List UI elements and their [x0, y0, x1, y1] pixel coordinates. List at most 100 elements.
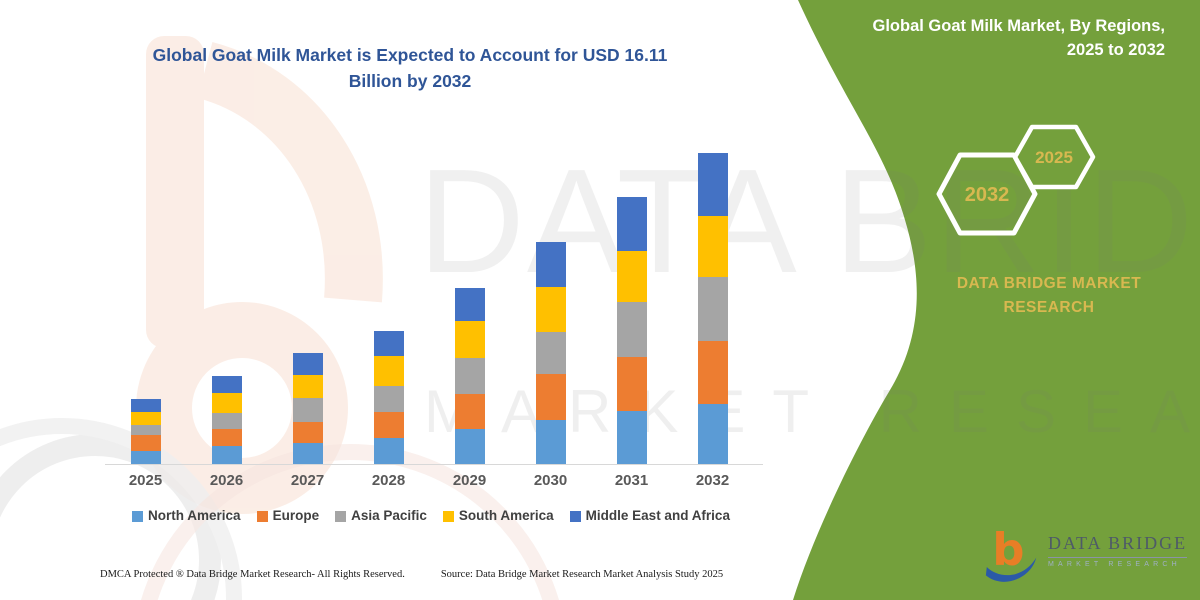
chart-legend: North America Europe Asia Pacific South Ame… [100, 508, 762, 523]
bar-column-2029: 2029 [429, 140, 510, 489]
x-axis-tick-label: 2029 [452, 472, 487, 489]
legend-swatch-icon [569, 510, 581, 522]
bar-column-2027: 2027 [267, 140, 348, 489]
bar-column-2032: 2032 [672, 140, 753, 489]
bar-column-2028: 2028 [348, 140, 429, 489]
stacked-bar-2025[interactable] [130, 398, 161, 464]
panel-title-line1: Global Goat Milk Market, By Regions, [872, 17, 1165, 35]
logo-text: DATA BRIDGE MARKET RESEARCH [1048, 524, 1188, 568]
hexagon-badges: 2032 2025 [936, 124, 1096, 236]
bar-segment[interactable] [535, 332, 566, 375]
stacked-bar-2028[interactable] [373, 330, 404, 464]
bar-segment[interactable] [130, 450, 161, 464]
chart-title-line2: Billion by 2032 [348, 71, 472, 91]
bar-column-2025: 2025 [105, 140, 186, 489]
chart-title-line1: Global Goat Milk Market is Expected to A… [152, 45, 668, 65]
legend-swatch-icon [335, 510, 347, 522]
bar-segment[interactable] [373, 438, 404, 464]
bar-segment[interactable] [130, 425, 161, 436]
hexagon-2025-label: 2025 [1035, 148, 1073, 167]
hexagon-2032 [936, 152, 1038, 236]
legend-item: Middle East and Africa [569, 508, 730, 523]
bar-segment[interactable] [535, 374, 566, 420]
plot-area: 2025 2026 2027 2028 2029 2030 2031 2032 [105, 140, 765, 489]
bar-segment[interactable] [211, 429, 242, 446]
bar-segment[interactable] [211, 375, 242, 393]
stacked-bar-2030[interactable] [535, 242, 566, 464]
bar-segment[interactable] [454, 288, 485, 322]
legend-label: Middle East and Africa [585, 508, 730, 523]
bar-segment[interactable] [373, 412, 404, 439]
bar-segment[interactable] [373, 330, 404, 357]
hexagon-2025 [1012, 124, 1096, 190]
stacked-bar-2026[interactable] [211, 375, 242, 464]
bar-segment[interactable] [292, 353, 323, 375]
bar-segment[interactable] [697, 404, 728, 464]
bar-segment[interactable] [454, 357, 485, 395]
bar-segment[interactable] [535, 419, 566, 464]
bar-segment[interactable] [697, 215, 728, 278]
bar-segment[interactable] [292, 421, 323, 443]
legend-label: South America [458, 508, 554, 523]
bar-segment[interactable] [373, 385, 404, 413]
footer: DMCA Protected ® Data Bridge Market Rese… [100, 569, 800, 580]
data-bridge-logo: b DATA BRIDGE MARKET RESEARCH [984, 524, 1188, 582]
bars-container: 2025 2026 2027 2028 2029 2030 2031 2032 [105, 140, 753, 489]
bar-segment[interactable] [697, 340, 728, 404]
legend-label: Europe [272, 508, 320, 523]
legend-item: North America [132, 508, 241, 523]
bar-segment[interactable] [130, 435, 161, 451]
bar-segment[interactable] [292, 443, 323, 464]
bar-segment[interactable] [211, 445, 242, 464]
legend-label: North America [148, 508, 241, 523]
x-axis-tick-label: 2031 [614, 472, 649, 489]
legend-swatch-icon [256, 510, 268, 522]
bar-segment[interactable] [292, 397, 323, 422]
pale-ring-watermark [0, 418, 559, 600]
bar-column-2031: 2031 [591, 140, 672, 489]
bar-segment[interactable] [616, 250, 647, 303]
bar-segment[interactable] [211, 392, 242, 413]
bar-segment[interactable] [616, 357, 647, 411]
bar-segment[interactable] [616, 410, 647, 464]
bar-segment[interactable] [454, 394, 485, 430]
bar-column-2026: 2026 [186, 140, 267, 489]
stacked-bar-2027[interactable] [292, 353, 323, 464]
x-axis-tick-label: 2027 [290, 472, 325, 489]
bar-column-2030: 2030 [510, 140, 591, 489]
hexagon-2032-label: 2032 [965, 184, 1010, 206]
bar-segment[interactable] [616, 197, 647, 251]
logo-subtitle: MARKET RESEARCH [1048, 561, 1181, 568]
bar-segment[interactable] [130, 398, 161, 413]
bar-segment[interactable] [292, 374, 323, 398]
x-axis-tick-label: 2030 [533, 472, 568, 489]
data-bridge-logo-icon: b [985, 524, 1037, 582]
legend-label: Asia Pacific [351, 508, 427, 523]
chart-title: Global Goat Milk Market is Expected to A… [110, 42, 710, 94]
dmca-notice: DMCA Protected ® Data Bridge Market Rese… [100, 569, 405, 580]
bar-segment[interactable] [535, 242, 566, 287]
bar-segment[interactable] [697, 277, 728, 341]
bar-segment[interactable] [130, 412, 161, 426]
x-axis-tick-label: 2028 [371, 472, 406, 489]
bar-segment[interactable] [697, 153, 728, 216]
stacked-bar-2032[interactable] [697, 153, 728, 464]
x-axis-line [105, 464, 763, 465]
bar-segment[interactable] [616, 302, 647, 358]
legend-item: Asia Pacific [335, 508, 427, 523]
green-side-panel [793, 0, 1200, 600]
brand-caption: DATA BRIDGE MARKET RESEARCH [956, 275, 1142, 316]
legend-item: Europe [256, 508, 320, 523]
stacked-bar-2029[interactable] [454, 288, 485, 464]
bar-segment[interactable] [535, 286, 566, 333]
stacked-bar-2031[interactable] [616, 197, 647, 464]
legend-swatch-icon [132, 510, 144, 522]
legend-swatch-icon [442, 510, 454, 522]
x-axis-tick-label: 2025 [128, 472, 163, 489]
bar-segment[interactable] [211, 412, 242, 430]
bar-segment[interactable] [373, 356, 404, 386]
bar-segment[interactable] [454, 429, 485, 464]
bar-segment[interactable] [454, 321, 485, 358]
